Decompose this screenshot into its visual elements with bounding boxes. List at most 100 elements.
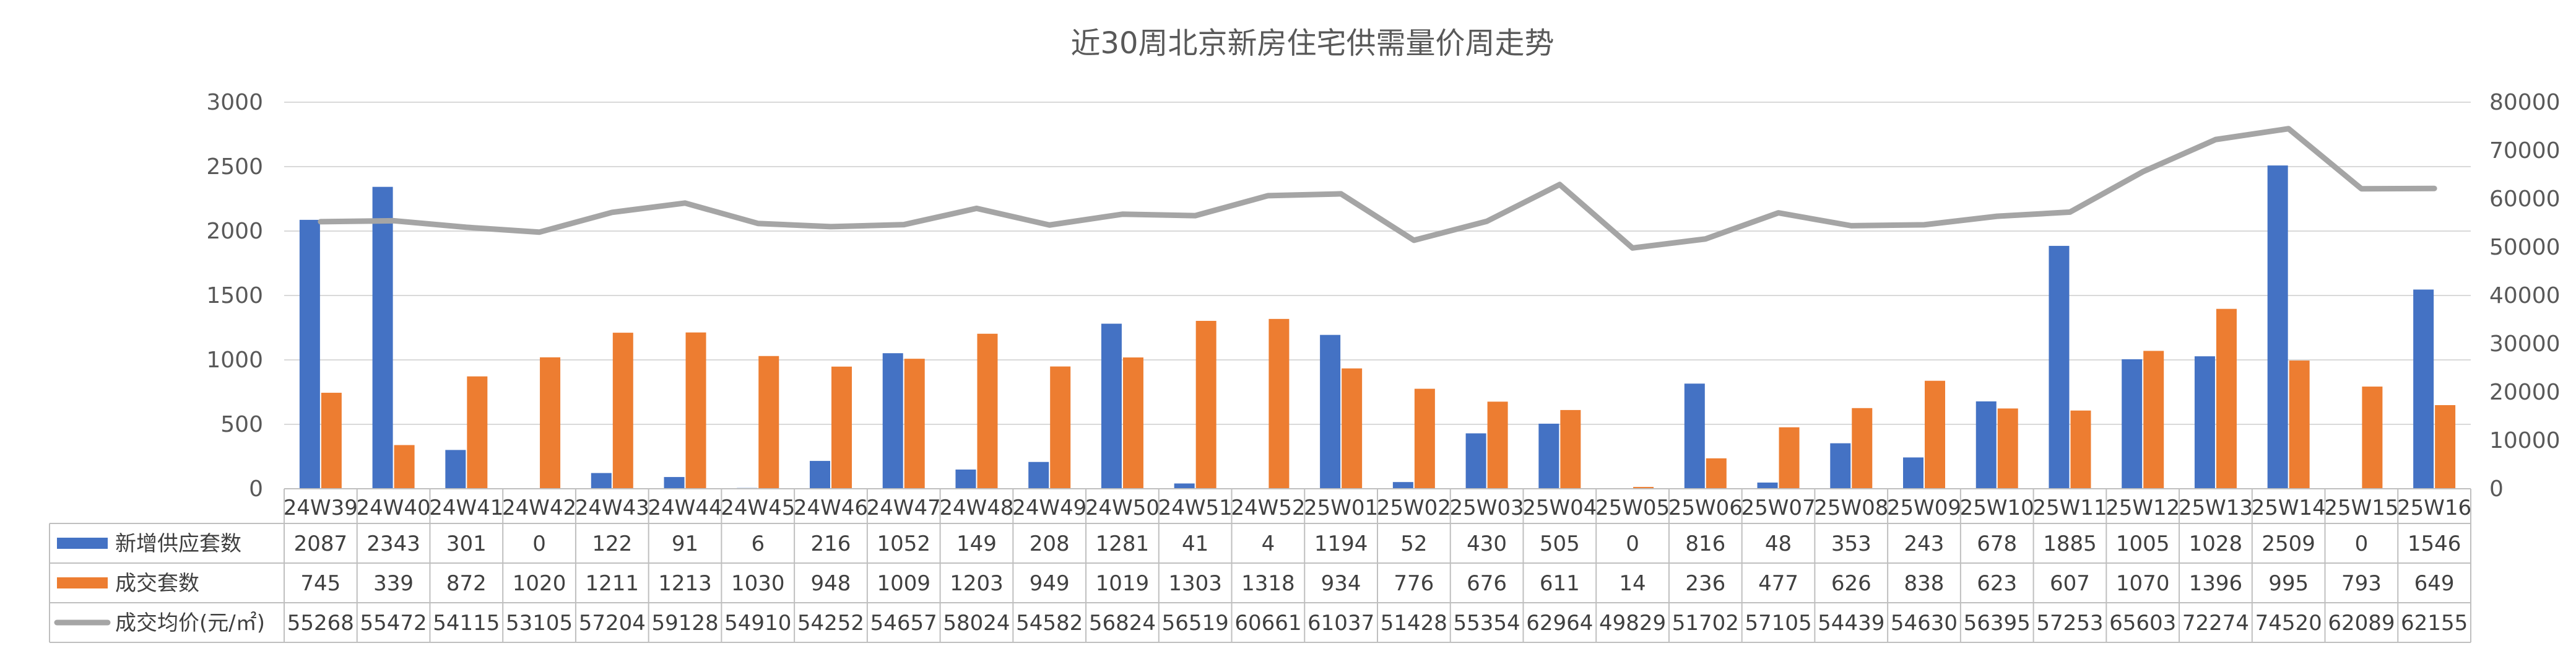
category-label: 24W46 (794, 496, 868, 520)
table-cell: 934 (1321, 571, 1361, 596)
table-cell: 1281 (1096, 531, 1150, 556)
avg-price-line (318, 126, 2437, 251)
table-cell: 62155 (2401, 611, 2468, 636)
table-cell: 149 (956, 531, 997, 556)
table-cell: 477 (1758, 571, 1798, 596)
table-cell: 816 (1685, 531, 1725, 556)
table-cell: 623 (1977, 571, 2017, 596)
bar-deals-25W14 (2289, 361, 2310, 489)
bar-supply-24W41 (445, 450, 466, 489)
legend-label: 成交均价(元/㎡) (115, 611, 265, 636)
bar-deals-24W51 (1195, 320, 1216, 489)
table-cell: 1396 (2189, 571, 2243, 596)
table-cell: 41 (1182, 531, 1208, 556)
category-label: 24W52 (1231, 496, 1305, 520)
table-cell: 62089 (2328, 611, 2395, 636)
bar-supply-25W04 (1538, 423, 1559, 489)
table-cell: 122 (592, 531, 632, 556)
table-cell: 995 (2268, 571, 2309, 596)
table-cell: 626 (1831, 571, 1871, 596)
bar-supply-24W48 (955, 470, 976, 489)
table-cell: 6 (751, 531, 765, 556)
bar-deals-24W50 (1122, 357, 1143, 489)
bar-deals-24W48 (977, 333, 998, 489)
bar-supply-24W40 (372, 186, 393, 489)
bar-supply-24W46 (810, 461, 830, 489)
category-label: 24W40 (357, 496, 431, 520)
table-cell: 430 (1467, 531, 1507, 556)
table-cell: 54439 (1818, 611, 1884, 636)
category-label: 25W01 (1304, 496, 1378, 520)
bar-deals-24W42 (540, 357, 561, 489)
left-tick-label: 2500 (206, 154, 263, 180)
table-cell: 611 (1540, 571, 1580, 596)
table-cell: 65603 (2109, 611, 2176, 636)
category-label: 25W15 (2324, 496, 2398, 520)
bar-supply-25W02 (1392, 482, 1413, 489)
table-cell: 301 (446, 531, 487, 556)
bar-supply-25W08 (1830, 443, 1851, 489)
chart-title: 近30周北京新房住宅供需量价周走势 (1070, 26, 1554, 61)
bar-supply-24W47 (882, 353, 903, 489)
table-cell: 1070 (2116, 571, 2170, 596)
table-cell: 55268 (287, 611, 354, 636)
bar-deals-25W16 (2435, 405, 2456, 489)
table-cell: 793 (2341, 571, 2382, 596)
bar-deals-25W11 (2070, 410, 2091, 489)
table-cell: 52 (1400, 531, 1427, 556)
left-tick-label: 500 (220, 412, 263, 437)
table-cell: 0 (1626, 531, 1639, 556)
table-cell: 505 (1540, 531, 1580, 556)
table-cell: 49829 (1599, 611, 1666, 636)
bar-supply-24W50 (1101, 323, 1122, 489)
bar-deals-24W46 (831, 366, 852, 489)
table-cell: 676 (1467, 571, 1507, 596)
table-cell: 216 (811, 531, 851, 556)
table-cell: 243 (1904, 531, 1945, 556)
table-cell: 51702 (1672, 611, 1739, 636)
category-label: 24W39 (284, 496, 358, 520)
category-label: 25W16 (2397, 496, 2471, 520)
table-cell: 53105 (506, 611, 573, 636)
table-cell: 62964 (1526, 611, 1593, 636)
table-cell: 56519 (1162, 611, 1229, 636)
table-cell: 48 (1765, 531, 1792, 556)
bar-supply-24W51 (1174, 483, 1195, 489)
bar-supply-25W16 (2413, 289, 2434, 489)
data-table: 24W3924W4024W4124W4224W4324W4424W4524W46… (49, 488, 2471, 643)
table-cell: 2343 (366, 531, 420, 556)
category-label: 25W04 (1522, 496, 1597, 520)
table-cell: 57253 (2036, 611, 2103, 636)
bar-deals-25W02 (1414, 388, 1435, 489)
table-cell: 55472 (360, 611, 427, 636)
category-label: 25W13 (2179, 496, 2253, 520)
category-label: 24W50 (1085, 496, 1160, 520)
bar-deals-25W08 (1852, 408, 1873, 489)
table-cell: 0 (532, 531, 546, 556)
table-cell: 4 (1262, 531, 1275, 556)
bar-deals-25W04 (1560, 409, 1581, 489)
table-cell: 56824 (1089, 611, 1156, 636)
right-tick-label: 60000 (2489, 186, 2561, 212)
table-cell: 678 (1977, 531, 2017, 556)
left-tick-label: 0 (249, 476, 263, 502)
category-label: 25W07 (1741, 496, 1815, 520)
table-cell: 59128 (651, 611, 718, 636)
bar-deals-24W44 (685, 332, 706, 489)
category-label: 24W42 (502, 496, 576, 520)
table-cell: 61037 (1308, 611, 1374, 636)
table-cell: 54630 (1891, 611, 1958, 636)
table-cell: 1318 (1241, 571, 1295, 596)
table-cell: 872 (446, 571, 487, 596)
table-cell: 54582 (1016, 611, 1083, 636)
category-label: 24W43 (575, 496, 649, 520)
table-cell: 57105 (1745, 611, 1811, 636)
category-label: 24W44 (648, 496, 722, 520)
category-label: 25W05 (1595, 496, 1670, 520)
table-cell: 1005 (2116, 531, 2170, 556)
table-cell: 74520 (2255, 611, 2322, 636)
legend-label: 成交套数 (115, 571, 199, 596)
bars (299, 165, 2456, 489)
table-cell: 2087 (294, 531, 348, 556)
bar-deals-24W43 (612, 333, 633, 489)
